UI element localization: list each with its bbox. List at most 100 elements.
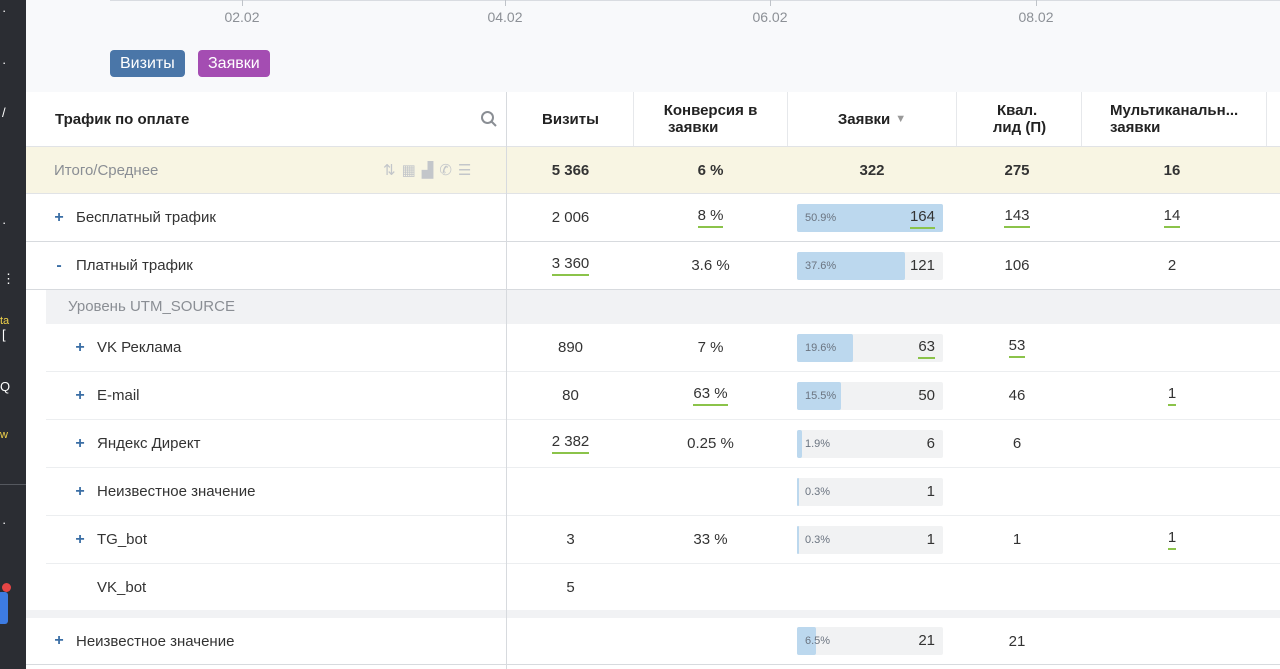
col-header-name[interactable]: Трафик по оплате <box>55 92 355 146</box>
table-row[interactable]: - Платный трафик 3 360 3.6 % 37.6% 121 1… <box>26 242 1280 290</box>
table-row[interactable]: VK_bot 5 <box>46 564 1280 610</box>
row-label[interactable]: Платный трафик <box>76 257 193 274</box>
legend-leads-button[interactable]: Заявки <box>198 50 270 77</box>
row-label[interactable]: TG_bot <box>97 531 147 548</box>
col-header-qual[interactable]: Квал. лид (П) <box>957 92 1082 146</box>
table-row[interactable]: + Бесплатный трафик 2 006 8 % 50.9% 164 … <box>26 194 1280 242</box>
totals-toolbar: ⇅ ▦ ▟ ✆ ☰ <box>383 147 471 193</box>
row-leads-bar: 1.9% 6 <box>797 420 943 467</box>
row-qual[interactable]: 53 <box>1009 337 1026 358</box>
legend-visits-button[interactable]: Визиты <box>110 50 185 77</box>
row-name-cell: + E-mail <box>75 372 475 419</box>
row-leads: 6 <box>927 430 935 458</box>
row-label[interactable]: Неизвестное значение <box>97 483 255 500</box>
x-tick <box>1036 0 1037 6</box>
rail-glyph-10[interactable]: · <box>2 516 6 530</box>
row-visits: 5 <box>507 564 634 610</box>
x-tick-label: 04.02 <box>475 9 535 25</box>
table-row[interactable]: + E-mail 80 63 % 15.5% 50 46 1 <box>46 372 1280 420</box>
rail-glyph-6[interactable]: ta <box>0 314 9 328</box>
row-leads-bar: 15.5% 50 <box>797 372 943 419</box>
totals-row: Итого/Среднее ⇅ ▦ ▟ ✆ ☰ 5 366 6 % 322 27… <box>26 147 1280 194</box>
expand-toggle[interactable]: + <box>75 435 85 453</box>
row-visits <box>507 618 634 664</box>
row-label[interactable]: Бесплатный трафик <box>76 209 216 226</box>
expand-toggle[interactable]: + <box>75 339 85 357</box>
row-label[interactable]: E-mail <box>97 387 140 404</box>
rail-glyph-1[interactable]: · <box>2 4 6 18</box>
rail-glyph-8[interactable]: Q <box>0 380 10 394</box>
expand-toggle[interactable]: + <box>54 209 64 227</box>
left-rail: · · / · ⋮ ta [ Q w · <box>0 0 26 669</box>
row-label[interactable]: VK_bot <box>97 579 146 596</box>
expand-toggle[interactable]: + <box>54 632 64 650</box>
phone-icon[interactable]: ✆ <box>439 161 452 179</box>
totals-multichannel: 16 <box>1109 147 1235 193</box>
row-visits[interactable]: 3 360 <box>552 255 590 276</box>
col-header-conversion[interactable]: Конверсия в заявки <box>634 92 787 146</box>
expand-toggle[interactable]: + <box>75 483 85 501</box>
col-header-multichannel-line2: заявки <box>1110 119 1160 136</box>
row-name-cell: + VK Реклама <box>75 324 475 371</box>
table-row[interactable]: + TG_bot 3 33 % 0.3% 1 1 1 <box>46 516 1280 564</box>
sort-icon[interactable]: ⇅ <box>383 161 396 179</box>
totals-conversion: 6 % <box>634 147 787 193</box>
leads-share-pct: 1.9% <box>805 430 830 458</box>
notification-dot-icon <box>2 583 11 592</box>
row-leads: 121 <box>910 252 935 280</box>
expand-toggle[interactable]: + <box>75 531 85 549</box>
row-name-cell: + Неизвестное значение <box>75 468 475 515</box>
row-leads: 21 <box>918 627 935 655</box>
row-conversion-cell: 8 % <box>634 194 787 241</box>
row-label[interactable]: Яндекс Директ <box>97 435 200 452</box>
rail-glyph-7[interactable]: [ <box>2 328 6 342</box>
table-header: Трафик по оплате Визиты Конверсия в заяв… <box>26 92 1280 147</box>
rail-glyph-3[interactable]: / <box>2 106 6 120</box>
row-qual <box>957 468 1077 515</box>
rail-glyph-5[interactable]: ⋮ <box>2 272 15 286</box>
row-visits[interactable]: 2 382 <box>552 433 590 454</box>
col-separator <box>1266 92 1267 146</box>
leads-share-pct: 19.6% <box>805 334 836 362</box>
row-leads[interactable]: 63 <box>918 338 935 359</box>
row-visits <box>507 468 634 515</box>
table-row[interactable]: + Яндекс Директ 2 382 0.25 % 1.9% 6 6 <box>46 420 1280 468</box>
chart-view-icon[interactable]: ▟ <box>422 161 434 179</box>
table-row[interactable]: + VK Реклама 890 7 % 19.6% 63 53 <box>46 324 1280 372</box>
col-header-leads[interactable]: Заявки ▼ <box>788 92 956 146</box>
row-multichannel[interactable]: 1 <box>1168 385 1176 406</box>
row-conversion[interactable]: 8 % <box>698 207 724 228</box>
row-multichannel[interactable]: 14 <box>1164 207 1181 228</box>
collapse-toggle[interactable]: - <box>54 257 64 275</box>
expand-toggle[interactable]: + <box>75 387 85 405</box>
table-view-icon[interactable]: ▦ <box>402 161 416 179</box>
leads-share-pct: 0.3% <box>805 478 830 506</box>
table-row[interactable]: + Неизвестное значение 0.3% 1 <box>46 468 1280 516</box>
row-name-cell: + TG_bot <box>75 516 475 563</box>
x-tick <box>505 0 506 6</box>
row-leads-bar: 50.9% 164 <box>797 194 943 241</box>
chart-area: 02.02 04.02 06.02 08.02 Визиты Заявки <box>26 0 1280 92</box>
row-name-cell: - Платный трафик <box>54 242 474 289</box>
row-conversion: 3.6 % <box>634 242 787 289</box>
table-row[interactable]: + Неизвестное значение 6.5% 21 21 <box>26 618 1280 665</box>
row-leads[interactable]: 164 <box>910 208 935 229</box>
sort-desc-icon[interactable]: ▼ <box>895 111 906 128</box>
totals-label: Итого/Среднее <box>54 147 354 193</box>
row-multichannel[interactable]: 1 <box>1168 529 1176 550</box>
row-multichannel <box>1109 468 1235 515</box>
row-label[interactable]: VK Реклама <box>97 339 181 356</box>
rail-app-badge[interactable] <box>0 592 8 624</box>
list-icon[interactable]: ☰ <box>458 161 471 179</box>
col-header-multichannel[interactable]: Мультиканальн... заявки <box>1110 92 1280 146</box>
col-header-visits[interactable]: Визиты <box>507 92 634 146</box>
row-conversion[interactable]: 63 % <box>693 385 727 406</box>
name-column-divider <box>506 92 507 669</box>
search-icon[interactable] <box>474 92 504 146</box>
col-header-conversion-line2: заявки <box>668 119 718 136</box>
rail-glyph-2[interactable]: · <box>2 56 6 70</box>
row-qual[interactable]: 143 <box>1004 207 1029 228</box>
rail-glyph-4[interactable]: · <box>2 216 6 230</box>
rail-glyph-9[interactable]: w <box>0 428 8 442</box>
row-label[interactable]: Неизвестное значение <box>76 633 234 650</box>
